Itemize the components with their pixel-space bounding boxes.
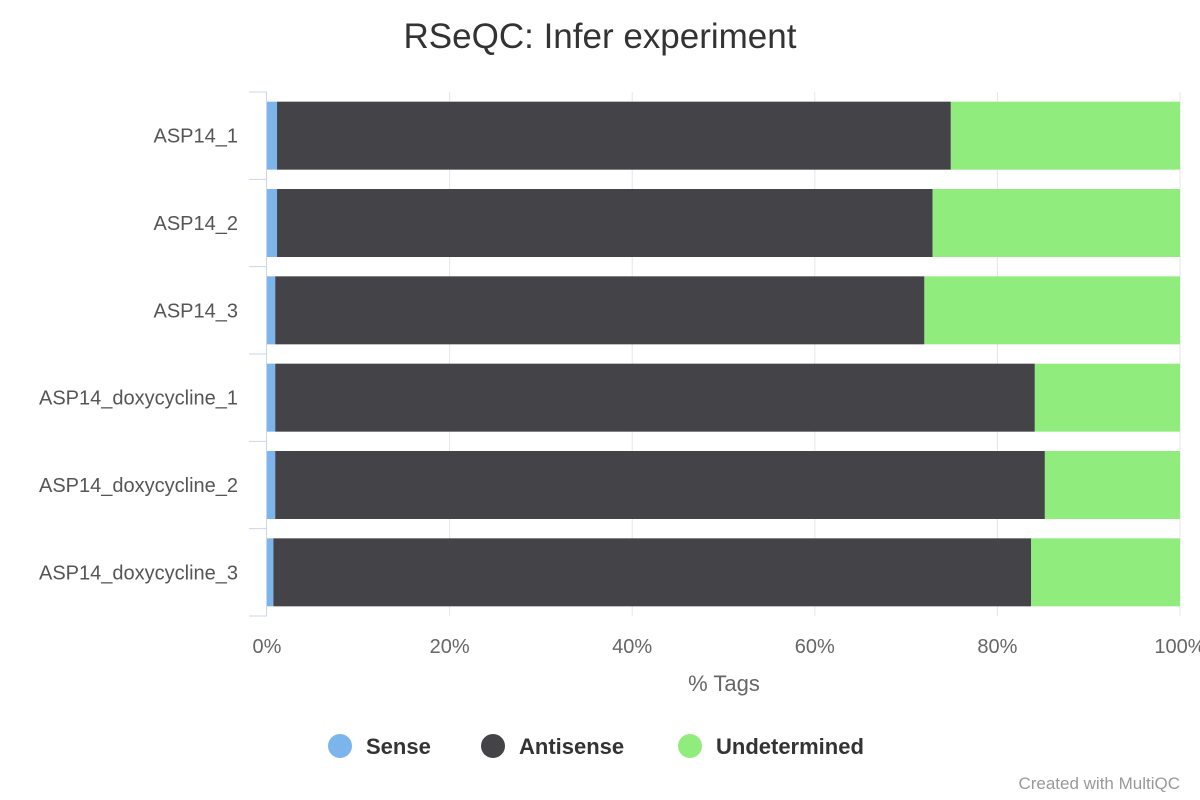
- bar-segment-undetermined[interactable]: [932, 189, 1180, 257]
- category-axis: ASP14_1 ASP14_2 ASP14_3 ASP14_doxycycline_1…: [39, 91, 267, 617]
- x-axis-title: % Tags: [688, 671, 760, 696]
- bar-segment-undetermined[interactable]: [1034, 363, 1180, 432]
- category-label: ASP14_1: [153, 126, 238, 148]
- bar-segment-antisense[interactable]: [273, 538, 1032, 607]
- legend-marker: [678, 734, 702, 758]
- bars: [267, 101, 1180, 607]
- bar-segment-undetermined[interactable]: [1044, 451, 1180, 519]
- bar-segment-antisense[interactable]: [277, 101, 951, 170]
- category-label: ASP14_3: [153, 300, 238, 322]
- legend-marker: [481, 734, 505, 758]
- x-tick-label: 100%: [1154, 636, 1200, 658]
- bar-segment-sense[interactable]: [267, 363, 276, 432]
- category-label: ASP14_2: [153, 213, 238, 235]
- legend-item-sense[interactable]: Sense: [328, 734, 431, 759]
- chart-title: RSeQC: Infer experiment: [404, 17, 797, 56]
- bar-segment-sense[interactable]: [267, 538, 274, 607]
- bar-segment-undetermined[interactable]: [1031, 538, 1180, 607]
- legend-marker: [328, 734, 352, 758]
- credit-text[interactable]: Created with MultiQC: [1018, 774, 1180, 793]
- bar-segment-sense[interactable]: [267, 101, 278, 170]
- legend-label: Sense: [366, 734, 431, 759]
- legend-item-antisense[interactable]: Antisense: [481, 734, 624, 759]
- bar-segment-undetermined[interactable]: [950, 101, 1180, 170]
- x-tick-label: 0%: [253, 636, 282, 658]
- category-label: ASP14_doxycycline_2: [39, 475, 238, 497]
- bar-segment-antisense[interactable]: [277, 189, 933, 257]
- legend-label: Antisense: [519, 734, 624, 759]
- category-label: ASP14_doxycycline_3: [39, 562, 238, 584]
- legend[interactable]: Sense Antisense Undetermined: [328, 734, 864, 759]
- legend-item-undetermined[interactable]: Undetermined: [678, 734, 864, 759]
- x-tick-label: 40%: [612, 636, 652, 658]
- x-axis-ticks: 0% 20% 40% 60% 80% 100%: [253, 636, 1200, 658]
- bar-segment-undetermined[interactable]: [924, 276, 1180, 345]
- legend-label: Undetermined: [716, 734, 864, 759]
- bar-segment-sense[interactable]: [267, 276, 276, 345]
- grid-lines: [449, 92, 1181, 616]
- bar-segment-sense[interactable]: [267, 451, 276, 519]
- x-tick-label: 80%: [977, 636, 1017, 658]
- bar-segment-sense[interactable]: [267, 189, 278, 257]
- bar-segment-antisense[interactable]: [275, 363, 1035, 432]
- category-label: ASP14_doxycycline_1: [39, 388, 238, 410]
- x-tick-label: 20%: [430, 636, 470, 658]
- x-tick-label: 60%: [795, 636, 835, 658]
- bar-segment-antisense[interactable]: [275, 276, 925, 345]
- bar-segment-antisense[interactable]: [275, 451, 1045, 519]
